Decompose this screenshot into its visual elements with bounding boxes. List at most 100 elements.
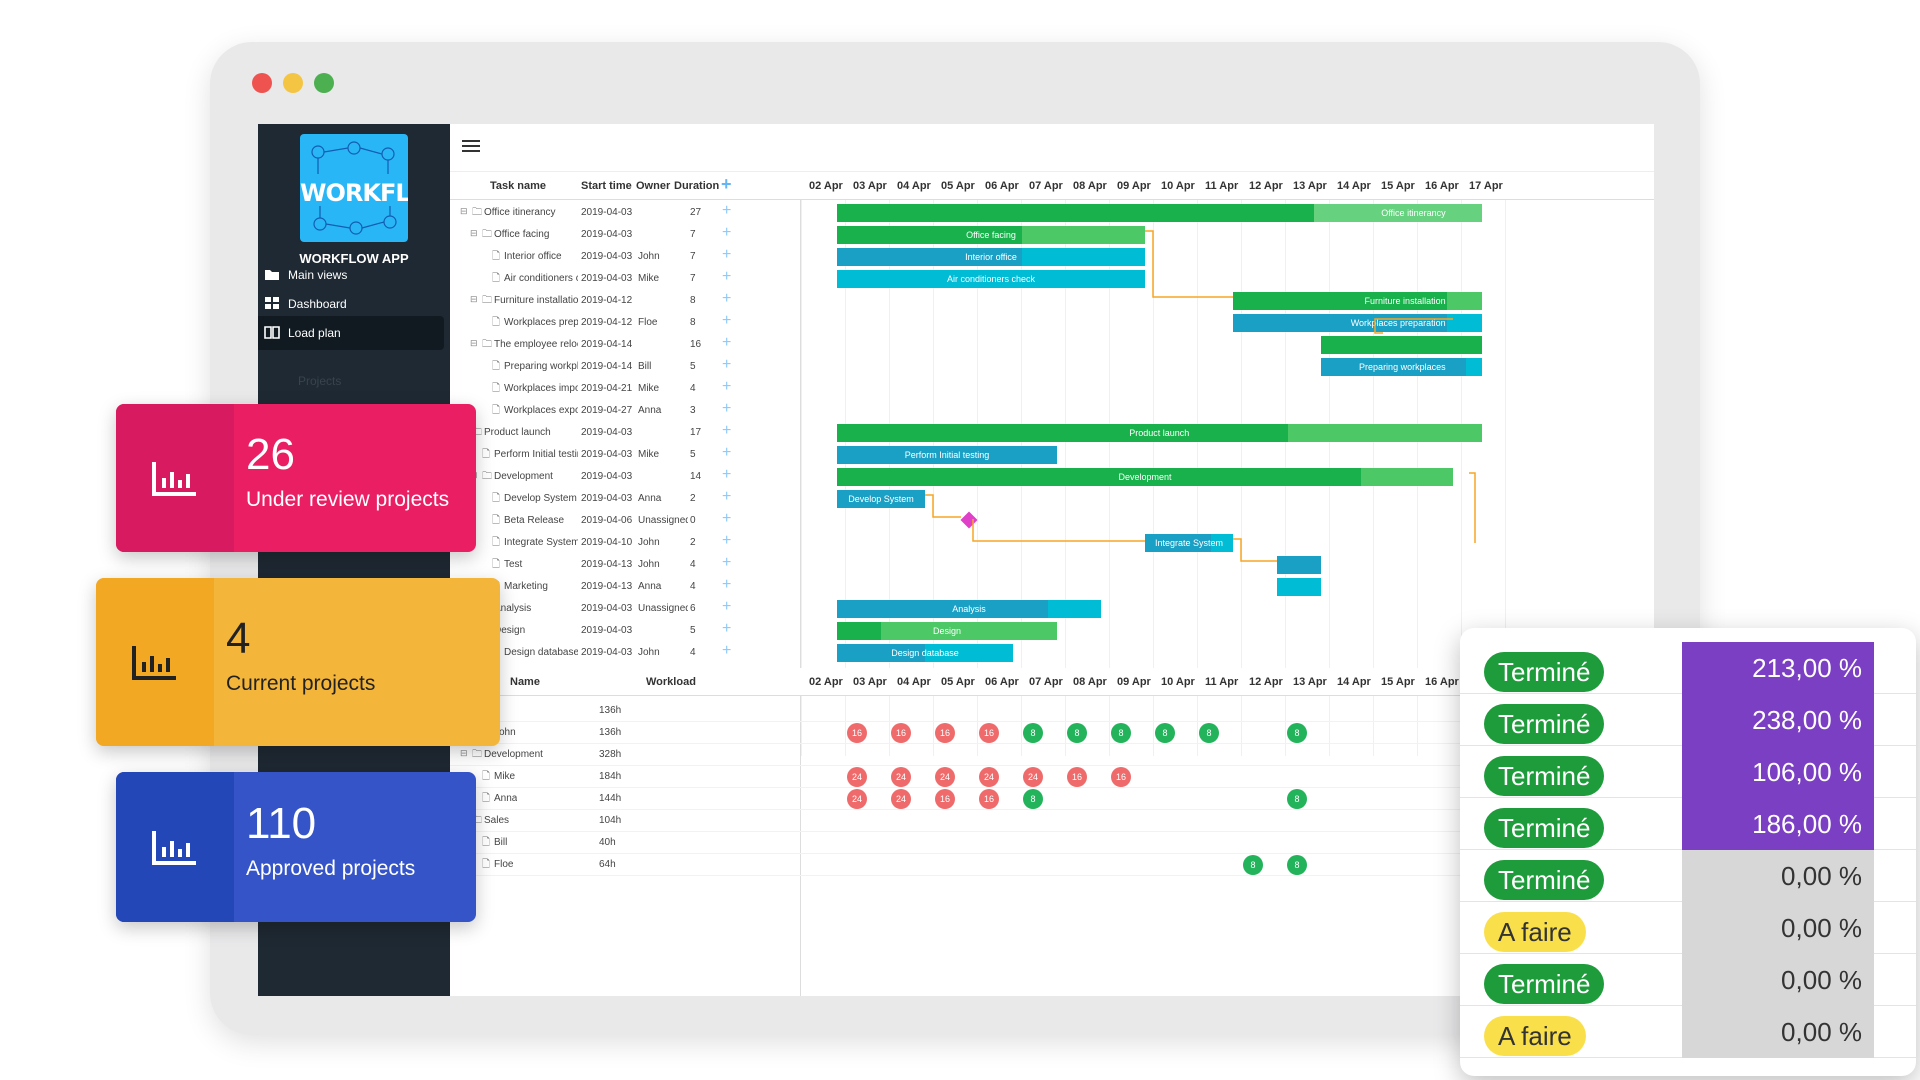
workload-cell[interactable]: 16 — [935, 789, 955, 809]
workload-cell[interactable]: 16 — [935, 723, 955, 743]
task-row[interactable]: 🗋Integrate System2019-04-10John2+ — [450, 532, 1654, 554]
add-subtask-icon[interactable]: + — [722, 532, 731, 550]
gantt-bar[interactable]: Perform Initial testing — [837, 446, 1057, 464]
status-row[interactable]: A faire0,00 % — [1460, 902, 1916, 954]
col-start-time[interactable]: Start time — [581, 180, 632, 192]
nav-item-load-plan[interactable]: Load plan — [258, 316, 444, 350]
status-badge[interactable]: Terminé — [1484, 756, 1604, 796]
workload-cell[interactable]: 24 — [847, 767, 867, 787]
gantt-bar[interactable]: Analysis — [837, 600, 1101, 618]
status-badge[interactable]: Terminé — [1484, 860, 1604, 900]
add-subtask-icon[interactable]: + — [722, 444, 731, 462]
add-subtask-icon[interactable]: + — [722, 312, 731, 330]
status-badge[interactable]: A faire — [1484, 1016, 1586, 1056]
col-name[interactable]: Name — [510, 676, 540, 688]
workload-cell[interactable]: 8 — [1023, 789, 1043, 809]
minimize-window-icon[interactable] — [283, 73, 303, 93]
add-subtask-icon[interactable]: + — [722, 488, 731, 506]
status-row[interactable]: Terminé186,00 % — [1460, 798, 1916, 850]
task-row[interactable]: 🗋Develop System2019-04-03Anna2+ — [450, 488, 1654, 510]
gantt-bar[interactable]: Air conditioners check — [837, 270, 1145, 288]
gantt-bar[interactable]: Development — [837, 468, 1453, 486]
col-workload[interactable]: Workload — [646, 676, 696, 688]
add-subtask-icon[interactable]: + — [722, 400, 731, 418]
status-badge[interactable]: Terminé — [1484, 704, 1604, 744]
add-subtask-icon[interactable]: + — [722, 642, 731, 660]
workload-cell[interactable]: 8 — [1243, 855, 1263, 875]
collapse-icon[interactable]: ⊟ — [470, 228, 478, 239]
workload-cell[interactable]: 16 — [847, 723, 867, 743]
workload-cell[interactable]: 24 — [891, 767, 911, 787]
add-subtask-icon[interactable]: + — [722, 224, 731, 242]
workload-cell[interactable]: 24 — [847, 789, 867, 809]
collapse-icon[interactable]: ⊟ — [470, 338, 478, 349]
workload-cell[interactable]: 24 — [935, 767, 955, 787]
status-row[interactable]: Terminé0,00 % — [1460, 850, 1916, 902]
workload-cell[interactable]: 8 — [1199, 723, 1219, 743]
workload-cell[interactable]: 8 — [1067, 723, 1087, 743]
maximize-window-icon[interactable] — [314, 73, 334, 93]
workload-cell[interactable]: 16 — [891, 723, 911, 743]
workload-cell[interactable]: 16 — [979, 723, 999, 743]
add-subtask-icon[interactable]: + — [722, 202, 731, 220]
add-subtask-icon[interactable]: + — [722, 268, 731, 286]
status-badge[interactable]: Terminé — [1484, 652, 1604, 692]
stat-card[interactable]: 110Approved projects — [116, 772, 476, 922]
close-window-icon[interactable] — [252, 73, 272, 93]
status-row[interactable]: A faire0,00 % — [1460, 1006, 1916, 1058]
nav-item-hidden[interactable]: Projects — [298, 374, 341, 388]
status-badge[interactable]: Terminé — [1484, 808, 1604, 848]
add-subtask-icon[interactable]: + — [722, 246, 731, 264]
task-row[interactable]: 🗋Beta Release2019-04-06Unassigned0+ — [450, 510, 1654, 532]
add-subtask-icon[interactable]: + — [722, 466, 731, 484]
col-duration[interactable]: Duration — [674, 180, 719, 192]
gantt-bar[interactable]: Office facing — [837, 226, 1145, 244]
add-subtask-icon[interactable]: + — [722, 554, 731, 572]
stat-card[interactable]: 26Under review projects — [116, 404, 476, 552]
collapse-icon[interactable]: ⊟ — [460, 206, 468, 217]
add-subtask-icon[interactable]: + — [722, 576, 731, 594]
workload-cell[interactable]: 8 — [1111, 723, 1131, 743]
add-subtask-icon[interactable]: + — [722, 356, 731, 374]
gantt-bar[interactable]: Develop System — [837, 490, 925, 508]
workload-cell[interactable]: 24 — [979, 767, 999, 787]
gantt-bar[interactable]: Preparing workplaces — [1321, 358, 1482, 376]
status-row[interactable]: Terminé238,00 % — [1460, 694, 1916, 746]
add-subtask-icon[interactable]: + — [722, 510, 731, 528]
col-owner[interactable]: Owner — [636, 180, 670, 192]
gantt-bar[interactable] — [1277, 556, 1321, 574]
col-task-name[interactable]: Task name — [490, 180, 546, 192]
gantt-bar[interactable] — [1277, 578, 1321, 596]
add-subtask-icon[interactable]: + — [722, 378, 731, 396]
stat-card[interactable]: 4Current projects — [96, 578, 500, 746]
add-subtask-icon[interactable]: + — [722, 620, 731, 638]
status-badge[interactable]: A faire — [1484, 912, 1586, 952]
status-row[interactable]: Terminé0,00 % — [1460, 954, 1916, 1006]
status-row[interactable]: Terminé106,00 % — [1460, 746, 1916, 798]
add-subtask-icon[interactable]: + — [722, 598, 731, 616]
gantt-bar[interactable]: Integrate System — [1145, 534, 1233, 552]
workload-cell[interactable]: 16 — [1111, 767, 1131, 787]
workload-cell[interactable]: 8 — [1287, 789, 1307, 809]
workload-cell[interactable]: 8 — [1155, 723, 1175, 743]
add-subtask-icon[interactable]: + — [722, 422, 731, 440]
workload-cell[interactable]: 16 — [979, 789, 999, 809]
add-task-icon[interactable]: + — [721, 174, 732, 195]
gantt-bar[interactable]: Design — [837, 622, 1057, 640]
status-row[interactable]: Terminé213,00 % — [1460, 642, 1916, 694]
add-subtask-icon[interactable]: + — [722, 334, 731, 352]
workload-cell[interactable]: 8 — [1287, 855, 1307, 875]
task-row[interactable]: 🗋Workplaces exportat2019-04-27Anna3+ — [450, 400, 1654, 422]
task-row[interactable]: 🗋Test2019-04-13John4+ — [450, 554, 1654, 576]
menu-icon[interactable] — [462, 140, 480, 154]
status-badge[interactable]: Terminé — [1484, 964, 1604, 1004]
gantt-bar[interactable]: Product launch — [837, 424, 1482, 442]
collapse-icon[interactable]: ⊟ — [460, 748, 468, 759]
add-subtask-icon[interactable]: + — [722, 290, 731, 308]
gantt-bar[interactable]: Design database — [837, 644, 1013, 662]
collapse-icon[interactable]: ⊟ — [470, 294, 478, 305]
workload-cell[interactable]: 24 — [891, 789, 911, 809]
task-row[interactable]: 🗋Workplaces importat2019-04-21Mike4+ — [450, 378, 1654, 400]
gantt-bar[interactable]: Furniture installation — [1233, 292, 1482, 310]
task-row[interactable]: 🗋Marketing2019-04-13Anna4+ — [450, 576, 1654, 598]
